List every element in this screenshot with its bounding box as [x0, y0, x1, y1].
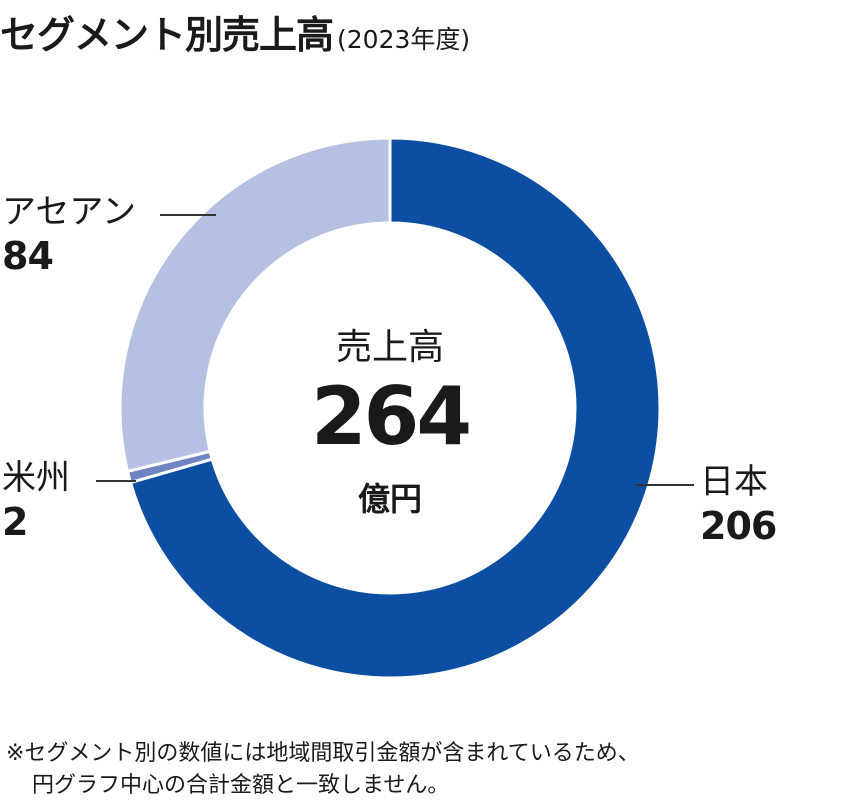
- label-japan: 日本 206: [700, 462, 777, 550]
- label-asean-value: 84: [2, 234, 54, 278]
- chart-title-row: セグメント別売上高 (2023年度): [0, 4, 470, 59]
- donut-slice-japan: [128, 136, 662, 680]
- footnote-line-2: 円グラフ中心の合計金額と一致しません。: [32, 773, 450, 798]
- label-americas-name: 米州: [2, 458, 70, 498]
- label-americas: 米州 2: [2, 458, 70, 546]
- chart-subtitle: (2023年度): [337, 25, 471, 54]
- center-label: 売上高: [335, 327, 444, 368]
- label-japan-value: 206: [700, 504, 777, 548]
- donut-slice-asean: [118, 136, 392, 474]
- footnote: ※セグメント別の数値には地域間取引金額が含まれているため、 円グラフ中心の合計金…: [6, 738, 640, 802]
- leader-line-asean: [160, 214, 216, 216]
- center-unit: 億円: [357, 480, 422, 518]
- label-americas-value: 2: [2, 500, 28, 544]
- leader-line-japan: [636, 484, 694, 486]
- center-total-value: 264: [311, 370, 472, 463]
- chart-title: セグメント別売上高: [0, 13, 334, 57]
- leader-line-americas: [96, 480, 136, 482]
- label-asean-name: アセアン: [2, 192, 136, 232]
- footnote-line-1: ※セグメント別の数値には地域間取引金額が含まれているため、: [6, 741, 640, 766]
- label-japan-name: 日本: [700, 462, 768, 502]
- label-asean: アセアン 84: [2, 192, 136, 280]
